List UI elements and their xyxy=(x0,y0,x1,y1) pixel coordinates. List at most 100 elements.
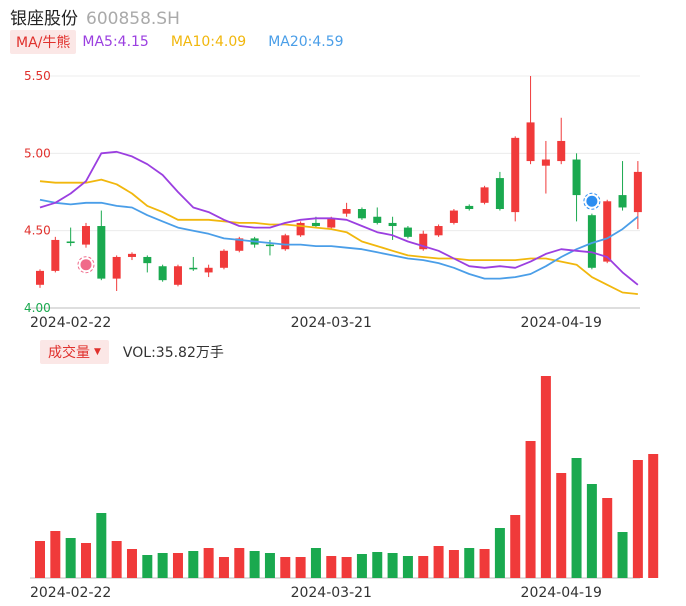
volume-legend: 成交量 ▼ VOL:35.82万手 xyxy=(40,340,224,364)
candle-body xyxy=(495,178,504,210)
candle-body xyxy=(342,209,351,214)
candle-body xyxy=(127,253,136,257)
ma10-line xyxy=(39,178,638,295)
volume-bar xyxy=(65,538,76,578)
candle-body xyxy=(465,205,474,210)
ma-legend: MA/牛熊 MA5:4.15 MA10:4.09 MA20:4.59 xyxy=(10,30,366,54)
x-tick-label: 2024-02-22 xyxy=(30,315,111,331)
volume-bar xyxy=(402,556,413,578)
candle-body xyxy=(633,171,642,213)
candle-body xyxy=(112,256,121,279)
candle-body xyxy=(480,187,489,203)
volume-bar xyxy=(142,555,153,578)
volume-bar xyxy=(571,458,582,578)
volume-x-tick-label: 2024-04-19 xyxy=(521,585,602,601)
candle-body xyxy=(51,239,60,271)
candle-body xyxy=(189,267,198,270)
candle-body xyxy=(265,244,274,247)
candle-body xyxy=(449,210,458,223)
candle-body xyxy=(587,215,596,268)
stock-name: 银座股份 xyxy=(10,9,78,29)
volume-bar xyxy=(326,556,337,578)
bull-signal-icon-ring xyxy=(77,256,95,274)
volume-bar xyxy=(280,557,291,578)
candle-body xyxy=(204,267,213,273)
volume-bar xyxy=(264,553,275,578)
volume-bar xyxy=(586,484,597,578)
candle-body xyxy=(511,137,520,213)
candle-body xyxy=(36,270,44,285)
ma10-value: MA10:4.09 xyxy=(170,34,247,50)
ma20-line xyxy=(39,198,639,280)
volume-bar xyxy=(448,550,459,578)
candle-body xyxy=(388,222,397,227)
candle-body xyxy=(403,227,412,237)
candle-body xyxy=(235,238,244,251)
volume-x-tick-label: 2024-03-21 xyxy=(291,585,372,601)
volume-bar xyxy=(510,515,521,578)
bear-signal-icon-ring xyxy=(583,192,601,210)
x-tick-label: 2024-04-19 xyxy=(521,315,602,331)
volume-value: VOL:35.82万手 xyxy=(122,345,224,361)
volume-bar xyxy=(126,549,137,578)
volume-bar xyxy=(556,473,567,578)
volume-x-tick-label: 2024-02-22 xyxy=(30,585,111,601)
volume-bar xyxy=(387,553,398,578)
volume-bar xyxy=(80,543,91,578)
volume-bar xyxy=(479,549,490,578)
volume-bar xyxy=(418,556,429,578)
volume-bar xyxy=(295,557,306,578)
volume-bar xyxy=(602,498,613,578)
candle-body xyxy=(419,233,428,250)
bull-signal-icon xyxy=(80,259,92,271)
volume-bar xyxy=(464,548,475,578)
candle-body xyxy=(572,159,581,196)
volume-bar xyxy=(540,376,551,578)
volume-bar xyxy=(525,441,536,578)
volume-indicator-label: 成交量 xyxy=(48,345,90,361)
ma5-line xyxy=(39,150,639,286)
candle-body xyxy=(311,222,320,227)
volume-bar xyxy=(341,557,352,578)
y-tick-label: 5.50 xyxy=(24,69,51,83)
candle-body xyxy=(603,201,612,262)
volume-bar xyxy=(203,548,214,578)
volume-bar xyxy=(249,551,260,578)
ma20-value: MA20:4.59 xyxy=(268,34,344,50)
candle-body xyxy=(296,222,305,236)
volume-bar xyxy=(310,548,321,578)
volume-bar xyxy=(648,454,659,578)
candle-body xyxy=(81,226,90,245)
candle-body xyxy=(219,250,228,268)
candle-body xyxy=(281,235,290,250)
candle-body xyxy=(373,216,382,223)
candle-body xyxy=(158,266,167,281)
y-tick-label: 5.00 xyxy=(24,146,51,160)
x-tick-label: 2024-03-21 xyxy=(291,315,372,331)
volume-bar xyxy=(172,553,183,578)
volume-bar xyxy=(50,531,61,578)
candle-body xyxy=(618,195,627,208)
volume-bar xyxy=(617,532,628,578)
ma5-value: MA5:4.15 xyxy=(82,34,149,50)
y-tick-label: 4.50 xyxy=(24,224,51,238)
candle-body xyxy=(97,226,106,279)
volume-indicator-selector[interactable]: 成交量 ▼ xyxy=(40,340,109,364)
candle-body xyxy=(143,256,152,264)
caret-down-icon: ▼ xyxy=(94,347,101,357)
volume-bar xyxy=(234,548,245,578)
ma-indicator-selector[interactable]: MA/牛熊 xyxy=(10,30,77,54)
y-tick-label: 4.00 xyxy=(24,301,51,315)
volume-bar xyxy=(111,541,122,578)
volume-bar xyxy=(433,546,444,578)
volume-bar xyxy=(494,528,505,578)
candle-body xyxy=(434,226,443,236)
volume-bar xyxy=(632,460,643,578)
title-row: 银座股份 600858.SH xyxy=(10,4,180,29)
candle-body xyxy=(541,159,550,166)
candle-body xyxy=(526,122,535,162)
candle-body xyxy=(357,209,366,219)
candle-body xyxy=(173,266,182,285)
volume-bar xyxy=(96,513,107,578)
